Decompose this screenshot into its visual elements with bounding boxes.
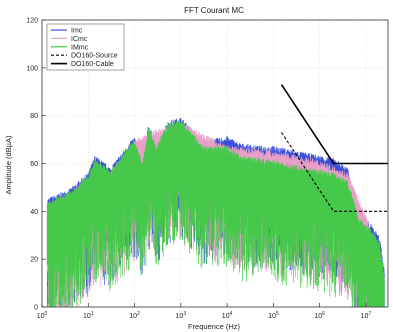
limit-lines bbox=[280, 84, 388, 212]
axes bbox=[41, 19, 389, 308]
y-axis-label: Amplitude (dBµA) bbox=[4, 135, 13, 194]
x-tick-label: 104 bbox=[222, 311, 233, 320]
legend-label: Imc bbox=[71, 28, 83, 35]
series-immc bbox=[46, 120, 385, 307]
y-tick-label: 80 bbox=[30, 113, 38, 120]
x-tick-label: 107 bbox=[361, 311, 372, 320]
y-tick-label: 20 bbox=[30, 257, 38, 264]
x-axis-label: Frequence (Hz) bbox=[188, 322, 241, 331]
x-tick-label: 101 bbox=[83, 311, 94, 320]
x-tick-label: 100 bbox=[37, 311, 48, 320]
chart-title: FFT Courant MC bbox=[184, 6, 244, 15]
x-tick-label: 105 bbox=[268, 311, 279, 320]
x-tick-label: 103 bbox=[176, 311, 187, 320]
legend-label: DO160-Cable bbox=[71, 61, 114, 68]
legend-label: ICmc bbox=[71, 36, 88, 43]
y-tick-label: 40 bbox=[30, 209, 38, 216]
limit-do160-cable bbox=[280, 84, 388, 165]
y-tick-labels: 0 20 40 60 80 100 120 bbox=[26, 18, 38, 312]
x-tick-label: 106 bbox=[314, 311, 325, 320]
x-tick-labels: 100 101 102 103 104 105 106 107 bbox=[37, 311, 372, 320]
limit-do160-source bbox=[281, 132, 388, 212]
series-layer bbox=[46, 117, 385, 307]
legend-label: IMmc bbox=[71, 44, 89, 51]
y-tick-label: 100 bbox=[26, 65, 38, 72]
legend-label: DO160-Source bbox=[71, 53, 118, 60]
x-tick-label: 102 bbox=[129, 311, 140, 320]
y-tick-label: 120 bbox=[26, 18, 38, 25]
y-tick-label: 0 bbox=[34, 305, 38, 312]
spectrum-immc bbox=[46, 120, 385, 307]
y-tick-label: 60 bbox=[30, 161, 38, 168]
